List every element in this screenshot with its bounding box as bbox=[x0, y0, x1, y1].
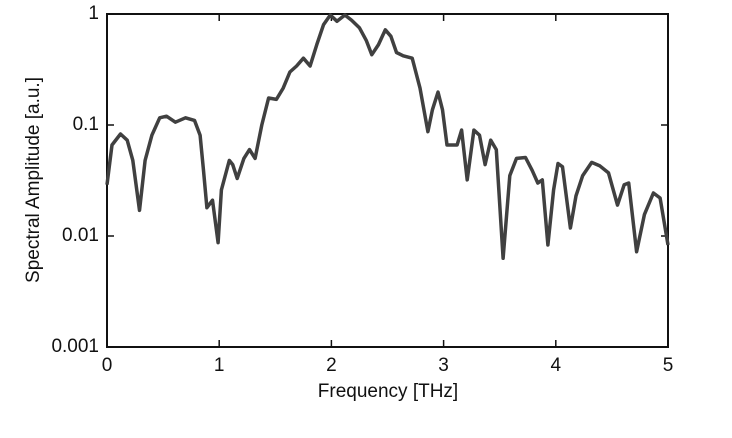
x-axis-label: Frequency [THz] bbox=[318, 381, 458, 402]
x-tick-label: 0 bbox=[102, 355, 113, 376]
y-tick-label: 0.001 bbox=[51, 336, 99, 357]
plot-frame bbox=[106, 13, 669, 348]
x-tick-label: 4 bbox=[551, 355, 562, 376]
x-tick-label: 1 bbox=[214, 355, 225, 376]
x-tick-label: 2 bbox=[326, 355, 337, 376]
x-tick-label: 3 bbox=[438, 355, 449, 376]
x-tick-label: 5 bbox=[663, 355, 674, 376]
y-tick-label: 0.01 bbox=[62, 225, 99, 246]
y-axis-label: Spectral Amplitude [a.u.] bbox=[23, 77, 44, 283]
y-tick-label: 1 bbox=[88, 3, 99, 24]
data-line bbox=[105, 13, 670, 261]
y-tick-label: 0.1 bbox=[73, 114, 99, 135]
